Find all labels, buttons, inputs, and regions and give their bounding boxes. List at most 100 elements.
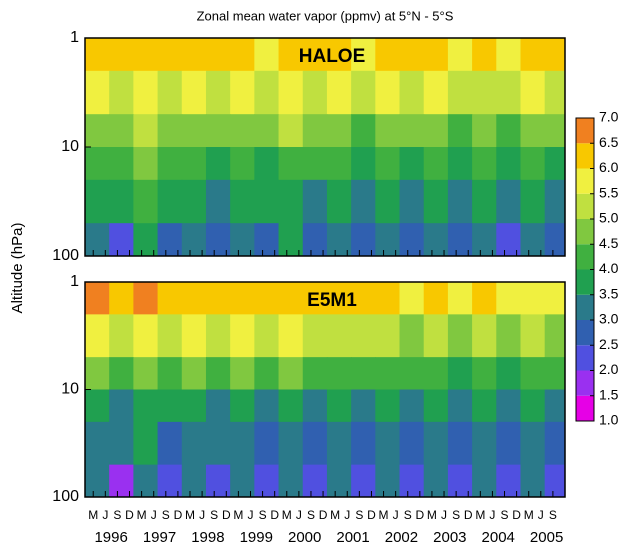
heatmap-cell [496,114,521,148]
heatmap-cell [472,389,497,423]
colorbar-label: 3.5 [599,285,619,301]
heatmap-cell [423,147,449,181]
heatmap-cell [423,282,449,315]
heatmap-cell [205,114,231,148]
heatmap-cell [447,223,473,256]
x-tick-label: J [296,508,302,522]
heatmap-cell [375,464,401,497]
heatmap-cell [278,357,304,390]
colorbar-label: 4.5 [599,235,619,251]
heatmap-cell [472,70,497,115]
heatmap-cell [520,223,546,256]
heatmap-cell [133,421,159,466]
heatmap-cell [302,282,328,315]
heatmap-cell [181,179,207,224]
colorbar-segment [576,244,594,270]
heatmap-cell [278,421,304,466]
heatmap-cell [254,389,280,423]
heatmap-cell [423,223,449,256]
heatmap-cell [230,223,255,256]
heatmap-cell [109,421,134,466]
heatmap-cell [399,282,425,315]
heatmap-cell [520,282,546,315]
heatmap-cell [133,314,159,358]
x-tick-label: S [307,508,315,522]
heatmap-cell [375,223,401,256]
heatmap-cell [544,147,565,181]
colorbar-label: 2.0 [599,361,619,377]
heatmap-cell [326,314,352,358]
heatmap-cell [326,114,352,148]
heatmap-cell [472,357,497,390]
heatmap-cell [544,282,565,315]
heatmap-cell [205,464,231,497]
heatmap-cell [375,314,401,358]
heatmap-cell [399,421,425,466]
x-tick-label: D [464,508,473,522]
heatmap-cell [157,357,183,390]
heatmap-cell [351,70,376,115]
colorbar-segment [576,193,594,219]
heatmap-cell [302,223,328,256]
heatmap-cell [278,282,304,315]
heatmap-cell [399,223,425,256]
heatmap-cell [399,70,425,115]
heatmap-cell [230,70,255,115]
x-tick-label: D [416,508,425,522]
heatmap-cell [157,464,183,497]
heatmap-cell [205,179,231,224]
heatmap-cell [254,147,280,181]
year-label: 2004 [482,529,515,545]
heatmap-cell [133,147,159,181]
heatmap-cell [496,421,521,466]
heatmap-cell [423,389,449,423]
heatmap-cell [520,464,546,497]
heatmap-cell [447,464,473,497]
heatmap-cell [375,38,401,72]
heatmap-cell [447,389,473,423]
heatmap-cell [85,179,110,224]
heatmap-cell [351,282,376,315]
heatmap-cell [230,389,255,423]
heatmap-cell [181,421,207,466]
year-label: 2001 [336,529,369,545]
heatmap-cell [520,38,546,72]
heatmap-cell [85,147,110,181]
heatmap-cell [109,70,134,115]
heatmap-cell [351,179,376,224]
heatmap-cell [447,421,473,466]
panel-label: E5M1 [307,290,357,311]
heatmap-cell [375,114,401,148]
heatmap-cell [399,357,425,390]
colorbar-segment [576,370,594,396]
heatmap-cell [351,464,376,497]
heatmap-cell [181,70,207,115]
x-tick-label: D [319,508,328,522]
colorbar-label: 6.0 [599,159,619,175]
heatmap-cell [544,38,565,72]
heatmap-cell [351,421,376,466]
heatmap-cell [205,223,231,256]
heatmap-cell [133,389,159,423]
heatmap-cell [157,114,183,148]
heatmap-cell [109,223,134,256]
heatmap-cell [302,464,328,497]
heatmap-cell [447,314,473,358]
heatmap-cell [157,389,183,423]
heatmap-cell [375,421,401,466]
heatmap-cell [254,223,280,256]
heatmap-cell [278,314,304,358]
colorbar-label: 2.5 [599,336,619,352]
heatmap-cell [326,179,352,224]
colorbar-segment [576,320,594,346]
heatmap-cell [205,314,231,358]
heatmap-cell [109,147,134,181]
heatmap-cell [472,223,497,256]
heatmap-cell [326,282,352,315]
x-tick-label: J [538,508,544,522]
heatmap-cell [302,389,328,423]
x-tick-label: M [475,508,485,522]
heatmap-cell [520,421,546,466]
heatmap-cell [520,114,546,148]
